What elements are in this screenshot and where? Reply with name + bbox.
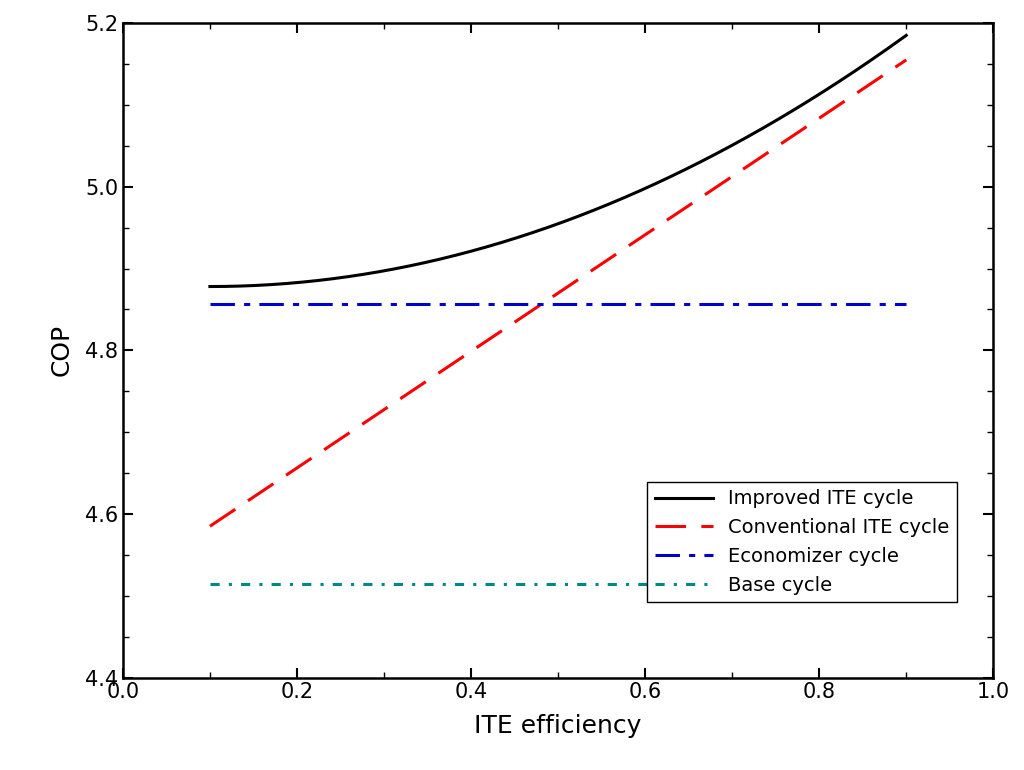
Y-axis label: COP: COP <box>49 324 74 377</box>
Economizer cycle <box>884 299 896 308</box>
Base cycle <box>900 579 912 588</box>
Improved ITE cycle <box>581 209 593 218</box>
Conventional ITE cycle <box>900 55 912 65</box>
Improved ITE cycle <box>618 193 631 203</box>
Base cycle <box>539 579 551 588</box>
Improved ITE cycle <box>774 113 786 122</box>
Conventional ITE cycle <box>884 66 896 75</box>
Base cycle <box>774 579 786 588</box>
Economizer cycle <box>900 299 912 308</box>
X-axis label: ITE efficiency: ITE efficiency <box>474 714 642 738</box>
Conventional ITE cycle <box>535 300 547 310</box>
Line: Improved ITE cycle: Improved ITE cycle <box>210 35 906 286</box>
Conventional ITE cycle <box>204 521 216 531</box>
Improved ITE cycle <box>539 224 551 233</box>
Improved ITE cycle <box>535 226 547 235</box>
Economizer cycle <box>535 299 547 308</box>
Economizer cycle <box>774 299 786 308</box>
Economizer cycle <box>581 299 593 308</box>
Line: Conventional ITE cycle: Conventional ITE cycle <box>210 60 906 526</box>
Economizer cycle <box>618 299 631 308</box>
Legend: Improved ITE cycle, Conventional ITE cycle, Economizer cycle, Base cycle: Improved ITE cycle, Conventional ITE cyc… <box>647 482 957 602</box>
Improved ITE cycle <box>884 42 896 52</box>
Base cycle <box>884 579 896 588</box>
Conventional ITE cycle <box>618 244 631 253</box>
Base cycle <box>204 579 216 588</box>
Base cycle <box>618 579 631 588</box>
Conventional ITE cycle <box>539 297 551 306</box>
Base cycle <box>581 579 593 588</box>
Economizer cycle <box>204 299 216 308</box>
Improved ITE cycle <box>900 31 912 40</box>
Improved ITE cycle <box>204 282 216 291</box>
Economizer cycle <box>539 299 551 308</box>
Conventional ITE cycle <box>581 270 593 279</box>
Conventional ITE cycle <box>774 139 786 149</box>
Base cycle <box>535 579 547 588</box>
